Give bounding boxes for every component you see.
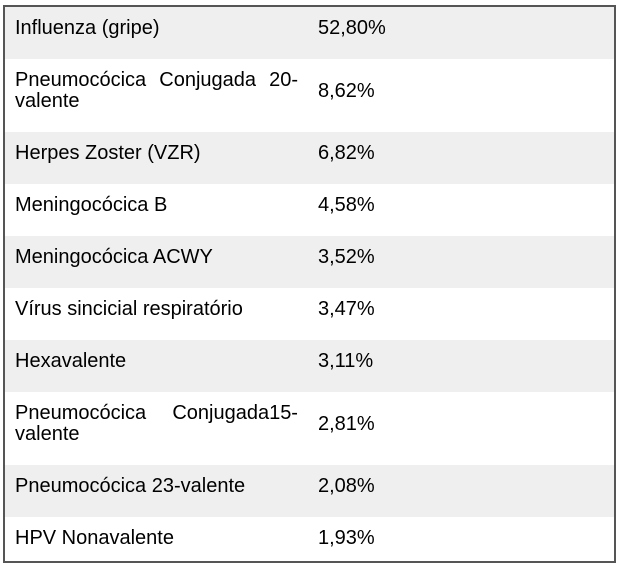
vaccine-share: 6,82% — [307, 132, 615, 184]
table-row: Meningocócica ACWY 3,52% — [4, 236, 615, 288]
table-row: Pneumocócica Conjugada15-valente 2,81% — [4, 392, 615, 465]
table-row: Pneumocócica Conjugada 20-valente 8,62% — [4, 59, 615, 132]
vaccine-name: Meningocócica B — [4, 184, 308, 236]
vaccine-name: HPV Nonavalente — [4, 517, 308, 562]
vaccine-name: Pneumocócica Conjugada 20-valente — [4, 59, 308, 132]
vaccine-share: 2,81% — [307, 392, 615, 465]
vaccine-share: 3,47% — [307, 288, 615, 340]
vaccine-share: 2,08% — [307, 465, 615, 517]
vaccine-share: 4,58% — [307, 184, 615, 236]
vaccine-name: Pneumocócica Conjugada15-valente — [4, 392, 308, 465]
vaccine-share: 3,52% — [307, 236, 615, 288]
table-row: Vírus sincicial respiratório 3,47% — [4, 288, 615, 340]
vaccine-name: Influenza (gripe) — [4, 6, 308, 59]
table-row: Herpes Zoster (VZR) 6,82% — [4, 132, 615, 184]
vaccine-share: 52,80% — [307, 6, 615, 59]
vaccine-name: Hexavalente — [4, 340, 308, 392]
vaccine-name: Vírus sincicial respiratório — [4, 288, 308, 340]
table-row: Pneumocócica 23-valente 2,08% — [4, 465, 615, 517]
table-row: Influenza (gripe) 52,80% — [4, 6, 615, 59]
vaccine-name: Pneumocócica 23-valente — [4, 465, 308, 517]
table-row: HPV Nonavalente 1,93% — [4, 517, 615, 562]
vaccine-share-table: Influenza (gripe) 52,80% Pneumocócica Co… — [3, 5, 616, 563]
vaccine-name: Herpes Zoster (VZR) — [4, 132, 308, 184]
vaccine-share: 1,93% — [307, 517, 615, 562]
vaccine-share: 8,62% — [307, 59, 615, 132]
vaccine-name: Meningocócica ACWY — [4, 236, 308, 288]
vaccine-share: 3,11% — [307, 340, 615, 392]
table-row: Hexavalente 3,11% — [4, 340, 615, 392]
table-row: Meningocócica B 4,58% — [4, 184, 615, 236]
